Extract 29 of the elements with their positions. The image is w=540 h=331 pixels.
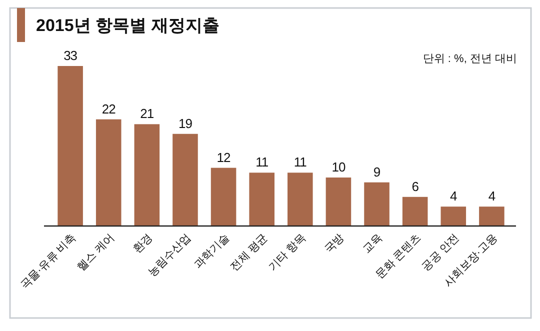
bar (172, 134, 198, 226)
data-label: 21 (140, 106, 154, 122)
bar (440, 206, 466, 226)
bar (96, 119, 122, 226)
bar (249, 172, 274, 226)
bar (402, 196, 428, 226)
data-label: 9 (373, 164, 380, 180)
chart-title: 2015년 항목별 재정지출 (36, 16, 220, 35)
data-label: 11 (256, 154, 268, 170)
data-label: 12 (216, 150, 231, 165)
x-tick-label: 헬스 케어 (74, 232, 117, 274)
data-label: 22 (102, 101, 116, 116)
bar (326, 178, 352, 226)
bar (288, 172, 313, 226)
bar (58, 66, 83, 226)
data-label: 11 (294, 154, 307, 170)
data-label: 19 (178, 116, 192, 131)
data-label: 33 (64, 48, 78, 63)
x-tick-label: 국방 (322, 232, 347, 256)
data-label: 6 (412, 178, 419, 194)
bar (210, 168, 236, 226)
bar (134, 124, 160, 226)
data-label: 10 (332, 160, 346, 175)
bar (364, 182, 390, 226)
bar (479, 206, 504, 226)
data-label: 4 (450, 188, 458, 204)
data-label: 4 (488, 188, 496, 204)
x-tick-label: 교육 (360, 232, 385, 256)
chart-subtitle: 단위 : %, 전년 대비 (422, 53, 517, 65)
